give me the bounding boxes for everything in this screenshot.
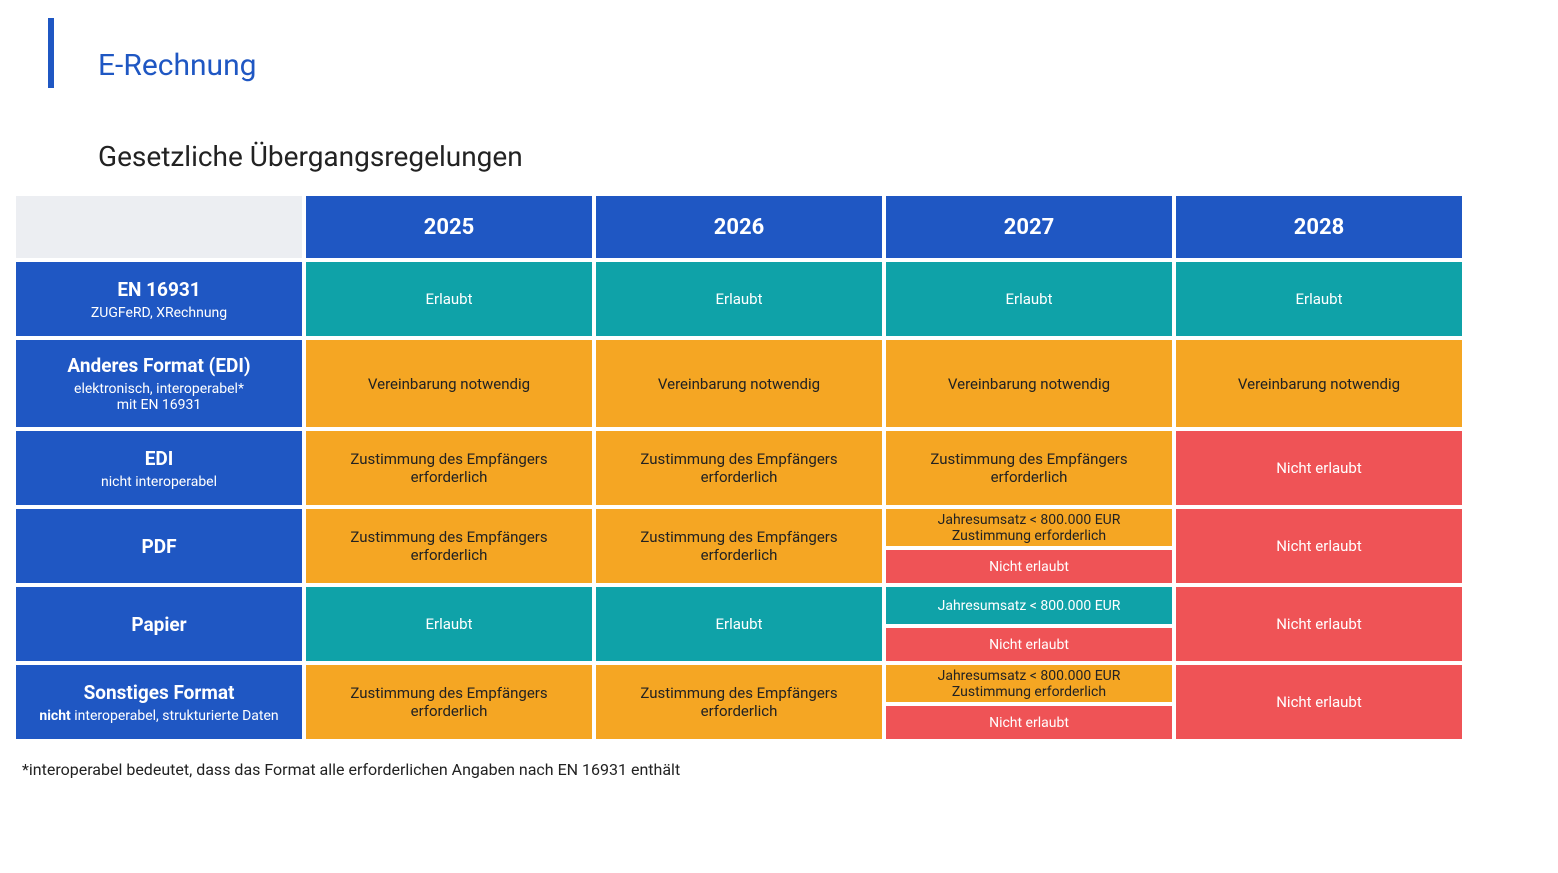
table-row: Anderes Format (EDI) elektronisch, intero…	[16, 340, 1462, 427]
row-label: Anderes Format (EDI) elektronisch, intero…	[16, 340, 302, 427]
row-label-sub: nicht interoperabel	[26, 474, 292, 490]
table-row: PDF Zustimmung des Empfängerserforderlich…	[16, 509, 1462, 583]
table-cell: Erlaubt	[306, 262, 592, 336]
year-header: 2026	[596, 196, 882, 258]
page-subtitle: Gesetzliche Übergangsregelungen	[98, 140, 523, 173]
table-cell: Vereinbarung notwendig	[886, 340, 1172, 427]
table-cell: Zustimmung des Empfängerserforderlich	[886, 431, 1172, 505]
table-cell: Zustimmung des Empfängerserforderlich	[306, 431, 592, 505]
table-cell: Zustimmung des Empfängerserforderlich	[596, 509, 882, 583]
row-label-main: EN 16931	[26, 278, 292, 301]
table-cell: Jahresumsatz < 800.000 EUR Nicht erlaubt	[886, 587, 1172, 661]
row-label-sub: elektronisch, interoperabel*mit EN 16931	[26, 381, 292, 413]
row-label: Sonstiges Format nicht interoperabel, str…	[16, 665, 302, 739]
split-top: Jahresumsatz < 800.000 EURZustimmung erf…	[886, 509, 1172, 546]
table-row: Sonstiges Format nicht interoperabel, str…	[16, 665, 1462, 739]
table-row: PapierErlaubtErlaubtJahresumsatz < 800.0…	[16, 587, 1462, 661]
table-cell: Zustimmung des Empfängerserforderlich	[596, 665, 882, 739]
accent-bar	[48, 18, 54, 88]
table-cell: Erlaubt	[306, 587, 592, 661]
table-cell: Jahresumsatz < 800.000 EURZustimmung erf…	[886, 509, 1172, 583]
row-label-main: PDF	[26, 535, 292, 558]
table-cell: Nicht erlaubt	[1176, 431, 1462, 505]
row-label: EDI nicht interoperabel	[16, 431, 302, 505]
year-header: 2027	[886, 196, 1172, 258]
row-label-main: EDI	[26, 447, 292, 470]
split-top: Jahresumsatz < 800.000 EURZustimmung erf…	[886, 665, 1172, 702]
row-label: PDF	[16, 509, 302, 583]
split-top: Jahresumsatz < 800.000 EUR	[886, 587, 1172, 624]
row-label-main: Papier	[26, 613, 292, 636]
table-cell: Vereinbarung notwendig	[306, 340, 592, 427]
table-cell: Zustimmung des Empfängerserforderlich	[306, 665, 592, 739]
table-cell: Erlaubt	[886, 262, 1172, 336]
header-row: 2025 2026 2027 2028	[16, 196, 1462, 258]
row-label: EN 16931 ZUGFeRD, XRechnung	[16, 262, 302, 336]
table-container: 2025 2026 2027 2028 EN 16931ZUGFeRD, XRe…	[12, 192, 1442, 743]
regulations-table: 2025 2026 2027 2028 EN 16931 ZUGFeRD, XRe…	[12, 192, 1466, 743]
table-cell: Erlaubt	[596, 587, 882, 661]
row-label: Papier	[16, 587, 302, 661]
table-cell: Zustimmung des Empfängerserforderlich	[306, 509, 592, 583]
year-header: 2025	[306, 196, 592, 258]
table-cell: Vereinbarung notwendig	[1176, 340, 1462, 427]
table-cell: Erlaubt	[1176, 262, 1462, 336]
corner-cell	[16, 196, 302, 258]
footnote: *interoperabel bedeutet, dass das Format…	[22, 760, 680, 779]
split-bottom: Nicht erlaubt	[886, 550, 1172, 583]
table-cell: Vereinbarung notwendig	[596, 340, 882, 427]
table-cell: Zustimmung des Empfängerserforderlich	[596, 431, 882, 505]
table-cell: Nicht erlaubt	[1176, 509, 1462, 583]
table-cell: Erlaubt	[596, 262, 882, 336]
row-label-sub: ZUGFeRD, XRechnung	[26, 305, 292, 321]
table-row: EDI nicht interoperabel Zustimmung des Emp…	[16, 431, 1462, 505]
row-label-main: Anderes Format (EDI)	[26, 354, 292, 377]
table-row: EN 16931ZUGFeRD, XRechnungErlaubtErlaubt…	[16, 262, 1462, 336]
split-bottom: Nicht erlaubt	[886, 628, 1172, 661]
table-cell: Jahresumsatz < 800.000 EURZustimmung erf…	[886, 665, 1172, 739]
row-label-main: Sonstiges Format	[26, 681, 292, 704]
split-bottom: Nicht erlaubt	[886, 706, 1172, 739]
page-title: E-Rechnung	[98, 48, 256, 83]
row-label-sub: nicht interoperabel, strukturierte Daten	[26, 708, 292, 724]
table-cell: Nicht erlaubt	[1176, 587, 1462, 661]
table-cell: Nicht erlaubt	[1176, 665, 1462, 739]
year-header: 2028	[1176, 196, 1462, 258]
